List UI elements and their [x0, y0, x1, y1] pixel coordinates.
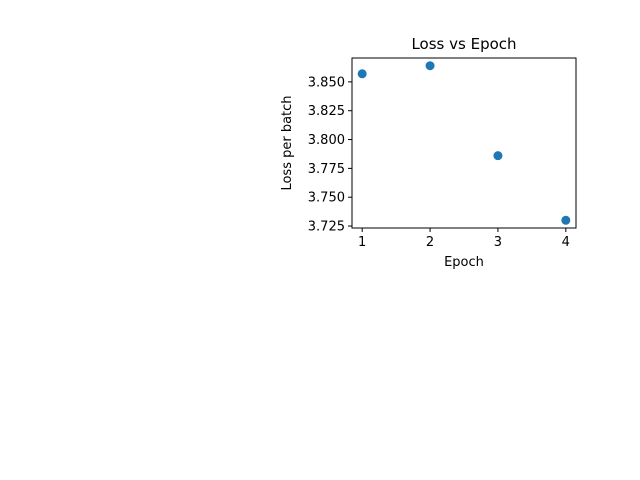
y-axis-label: Loss per batch [280, 95, 295, 190]
y-tick-label: 3.825 [308, 104, 345, 119]
x-tick-label: 3 [494, 235, 502, 250]
x-tick-label: 1 [358, 235, 366, 250]
data-points [357, 61, 571, 225]
data-point [425, 61, 435, 71]
x-axis-label: Epoch [444, 255, 484, 270]
axis-ticks: 1 2 3 4 3.725 3.750 3.775 3.800 3.825 3.850 [308, 75, 570, 250]
y-tick-label: 3.725 [308, 220, 345, 235]
chart-title: Loss vs Epoch [411, 35, 516, 53]
y-tick-label: 3.750 [308, 191, 345, 206]
x-tick-label: 2 [426, 235, 434, 250]
data-point [561, 215, 571, 225]
data-point [357, 69, 367, 79]
y-tick-label: 3.850 [308, 75, 345, 90]
data-point [493, 151, 503, 161]
plot-frame [351, 57, 577, 229]
y-tick-label: 3.800 [308, 133, 345, 148]
x-tick-label: 4 [562, 235, 570, 250]
y-tick-label: 3.775 [308, 162, 345, 177]
